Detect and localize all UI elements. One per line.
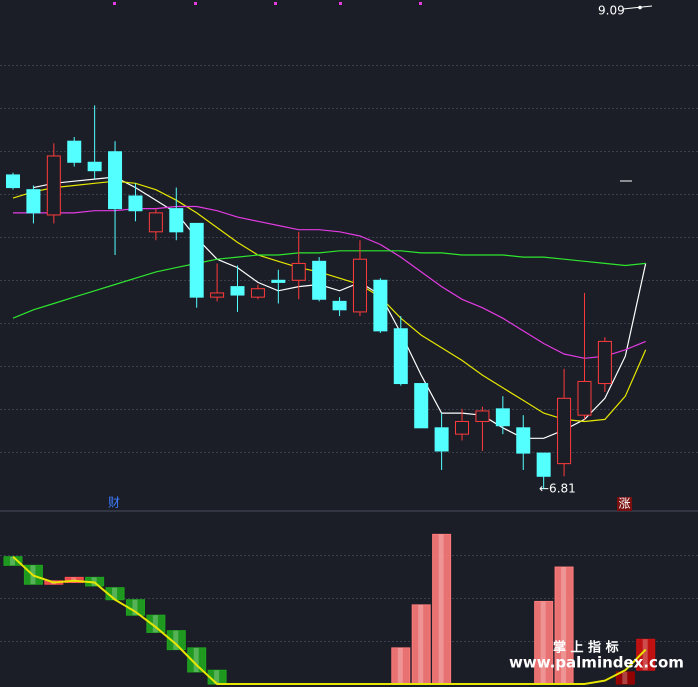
- watermark: 掌 上 指 标: [553, 640, 619, 656]
- indicator-bar: [615, 671, 635, 685]
- candle-body: [557, 397, 572, 465]
- max-label: 9.09: [598, 4, 625, 18]
- bar-highlight: [438, 534, 444, 684]
- indicator-bar: [146, 614, 166, 633]
- candle-body: [169, 208, 184, 233]
- candle-body: [434, 427, 449, 452]
- candle-body: [393, 328, 408, 385]
- candle-body: [332, 300, 347, 311]
- candle-body: [6, 174, 20, 189]
- candle-body: [250, 288, 265, 298]
- candle-body: [414, 383, 429, 429]
- candle-body: [495, 408, 510, 427]
- top-markers: [113, 2, 422, 5]
- candle-body: [312, 260, 327, 300]
- ma-line: [13, 205, 646, 359]
- bar-highlight: [112, 587, 118, 600]
- candle-body: [108, 151, 123, 210]
- candle-body: [148, 212, 163, 233]
- watermark-url: www.palmindex.com: [509, 654, 684, 672]
- indicator-bar: [187, 647, 207, 673]
- candle-body: [536, 452, 551, 477]
- bar-highlight: [10, 556, 15, 566]
- max-dot: [638, 5, 642, 10]
- candle-body: [210, 292, 225, 298]
- bar-highlight: [622, 671, 628, 684]
- plot: [3, 105, 656, 685]
- indicator-bar: [166, 630, 186, 651]
- candle-body: [373, 279, 388, 332]
- bar-highlight: [540, 601, 546, 684]
- candle-body: [189, 222, 204, 298]
- candle-body: [475, 410, 490, 422]
- bar-highlight: [397, 647, 403, 684]
- grid-background: [0, 65, 698, 642]
- candle-body: [67, 140, 82, 163]
- max-pointer: [622, 5, 653, 10]
- bar-highlight: [132, 599, 138, 616]
- bar-highlight: [173, 630, 179, 650]
- bar-highlight: [642, 639, 648, 671]
- bar-highlight: [152, 615, 158, 633]
- indicator-line: [12, 555, 647, 685]
- candle-body: [271, 279, 286, 283]
- bar-highlight: [214, 670, 220, 684]
- candle-body: [87, 161, 102, 172]
- candle-body: [230, 286, 245, 296]
- candle-body: [516, 427, 531, 454]
- candle-body: [46, 155, 61, 216]
- ma-line: [12, 180, 647, 423]
- candle-body: [455, 420, 470, 435]
- indicator-bar: [636, 638, 656, 671]
- min-label: ←6.81: [539, 482, 576, 496]
- candle-body: [352, 258, 367, 313]
- bar-highlight: [418, 604, 424, 684]
- bar-highlight: [193, 647, 199, 672]
- bottom-right-label: 涨: [618, 496, 630, 511]
- ma-line: [12, 250, 646, 319]
- candle-body: [128, 195, 143, 212]
- bottom-left-label: 财: [108, 496, 120, 510]
- label-box: [617, 497, 632, 511]
- candle-body: [26, 189, 41, 214]
- bar-highlight: [561, 567, 567, 684]
- candle-body: [597, 340, 612, 385]
- candle-body: [291, 262, 306, 281]
- candle-body: [577, 380, 592, 416]
